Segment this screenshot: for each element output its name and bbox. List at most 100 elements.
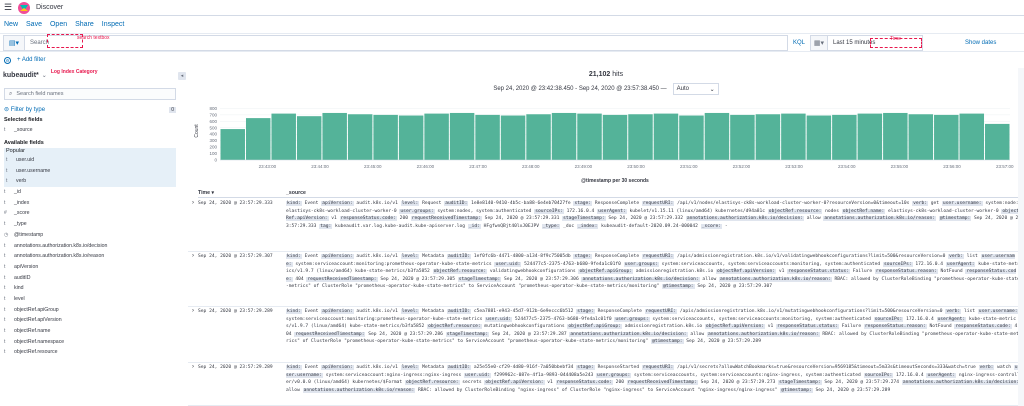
source-key: userAgent:	[926, 372, 957, 378]
histogram-bar[interactable]	[755, 114, 781, 160]
field-item[interactable]: t _source	[0, 125, 180, 136]
add-filter-button[interactable]: + Add filter	[17, 57, 46, 63]
source-value: system:serviceaccounts, system:serviceac…	[658, 261, 883, 267]
histogram-bar[interactable]	[730, 114, 755, 160]
field-item[interactable]: t objectRef.resource	[0, 347, 180, 358]
inspect-button[interactable]: Inspect	[101, 21, 125, 28]
source-value: Metadata	[419, 365, 447, 370]
field-item[interactable]: t verb	[4, 176, 176, 187]
open-button[interactable]: Open	[49, 21, 68, 28]
histogram-bar[interactable]	[602, 114, 628, 160]
source-value: audit.k8s.io/v1	[353, 254, 401, 259]
source-key: objectRef.apiVersion:	[484, 380, 545, 385]
histogram-bar[interactable]	[373, 114, 398, 160]
kql-toggle[interactable]: KQL	[792, 39, 805, 46]
histogram-bar[interactable]	[245, 118, 271, 160]
histogram-bar[interactable]	[883, 112, 908, 160]
source-value: ResponseStarted	[594, 365, 642, 370]
source-key: user.uid:	[464, 372, 491, 378]
histogram-bar[interactable]	[653, 113, 679, 160]
histogram-bar[interactable]	[475, 114, 500, 160]
expand-row-icon[interactable]: ›	[192, 364, 194, 370]
histogram-bar[interactable]	[424, 113, 449, 160]
field-item[interactable]: t auditID	[0, 272, 180, 283]
expand-row-icon[interactable]: ›	[192, 253, 194, 259]
histogram-bar[interactable]	[679, 115, 704, 160]
field-item[interactable]: t objectRef.apiGroup	[0, 304, 180, 315]
expand-row-icon[interactable]: ›	[192, 308, 194, 314]
search-input[interactable]: Search search textbox	[25, 33, 788, 51]
field-item[interactable]: t objectRef.apiVersion	[0, 315, 180, 326]
source-key: responseStatus.code:	[555, 380, 613, 385]
field-item[interactable]: ◷ @timestamp	[0, 230, 180, 241]
x-tick-label: 23:48:00	[522, 164, 540, 169]
source-key: kind:	[286, 365, 302, 370]
histogram-bar[interactable]	[959, 113, 985, 160]
interval-select[interactable]: Auto ⌄	[672, 83, 719, 95]
histogram-bar[interactable]	[832, 114, 857, 160]
field-item[interactable]: # _score	[0, 208, 180, 219]
histogram-bar[interactable]	[577, 113, 602, 160]
histogram-bar[interactable]	[500, 115, 526, 160]
histogram-bar[interactable]	[220, 129, 245, 160]
field-item[interactable]: t _type	[0, 219, 180, 230]
source-key: stage:	[573, 201, 593, 206]
histogram-bar[interactable]	[628, 114, 653, 160]
source-key: user.uid:	[485, 316, 513, 322]
field-item[interactable]: t objectRef.name	[0, 326, 180, 337]
hamburger-menu-icon[interactable]: ☰	[3, 2, 13, 12]
field-item[interactable]: t level	[0, 294, 180, 305]
filter-by-type-button[interactable]: ⊜ Filter by type 0	[4, 106, 176, 113]
field-item[interactable]: t _index	[0, 197, 180, 208]
field-item[interactable]: t annotations.authorization.k8s.io/reason	[0, 251, 180, 262]
new-button[interactable]: New	[4, 21, 19, 28]
index-pattern-name: kubeaudit*	[3, 71, 39, 79]
field-item[interactable]: t apiVersion	[0, 262, 180, 273]
source-key: requestReceivedTimestamp:	[410, 216, 482, 221]
field-search-input[interactable]: ⌕ Search field names	[4, 88, 176, 100]
histogram-bar[interactable]	[934, 114, 959, 160]
histogram-bar[interactable]	[806, 115, 832, 160]
share-button[interactable]: Share	[75, 21, 94, 28]
source-key: kind:	[286, 201, 302, 206]
histogram-bar[interactable]	[551, 112, 577, 160]
x-tick-label: 23:44:00	[311, 164, 329, 169]
histogram-bar[interactable]	[908, 114, 934, 160]
histogram-bar[interactable]	[704, 112, 730, 160]
index-pattern-selector[interactable]: kubeaudit* ⌄ Log Index Category	[0, 68, 180, 82]
field-item[interactable]: t user.uid	[4, 155, 176, 166]
field-item[interactable]: t kind	[0, 283, 180, 294]
histogram-bar[interactable]	[398, 115, 424, 160]
x-axis-label: @timestamp per 30 seconds	[581, 178, 649, 184]
collapse-sidebar-icon[interactable]: ◂	[178, 72, 186, 80]
save-button[interactable]: Save	[26, 21, 42, 28]
show-dates-button[interactable]: Show dates	[965, 39, 997, 46]
histogram-bar[interactable]	[449, 112, 475, 160]
source-key: @timestamp:	[938, 216, 972, 221]
histogram-bar[interactable]	[985, 123, 1010, 160]
calendar-icon[interactable]: ▦▾	[810, 34, 828, 51]
histogram-bar[interactable]	[271, 113, 296, 160]
filter-options-icon[interactable]: ⚙	[4, 56, 11, 64]
field-name: _id	[14, 189, 21, 196]
field-item[interactable]: t _id	[0, 187, 180, 198]
histogram-bar[interactable]	[526, 114, 551, 160]
field-item[interactable]: t annotations.authorization.k8s.io/decisi…	[0, 240, 180, 251]
scrollbar[interactable]	[1018, 68, 1024, 406]
expand-row-icon[interactable]: ›	[192, 200, 194, 206]
table-row: › Sep 24, 2020 @ 23:57:29.307 kind: Event …	[188, 253, 1024, 307]
source-value: 1e8e8140-9410-4b5c-ba88-6e4eb70427fe	[468, 201, 574, 206]
histogram-bar[interactable]	[857, 113, 883, 160]
field-item[interactable]: t user.username	[4, 165, 176, 176]
field-item[interactable]: t objectRef.namespace	[0, 336, 180, 347]
histogram-bar[interactable]	[347, 114, 373, 160]
time-picker[interactable]: Last 15 minutes Time	[828, 34, 923, 51]
source-key: user.groups:	[614, 316, 650, 322]
saved-query-icon[interactable]: ▤▾	[3, 34, 25, 51]
kibana-logo-icon[interactable]	[18, 1, 30, 14]
histogram-bar[interactable]	[322, 112, 347, 160]
histogram-bar[interactable]	[781, 113, 806, 160]
time-column-header[interactable]: Time ▾	[198, 189, 215, 196]
histogram-bar[interactable]	[296, 116, 322, 160]
